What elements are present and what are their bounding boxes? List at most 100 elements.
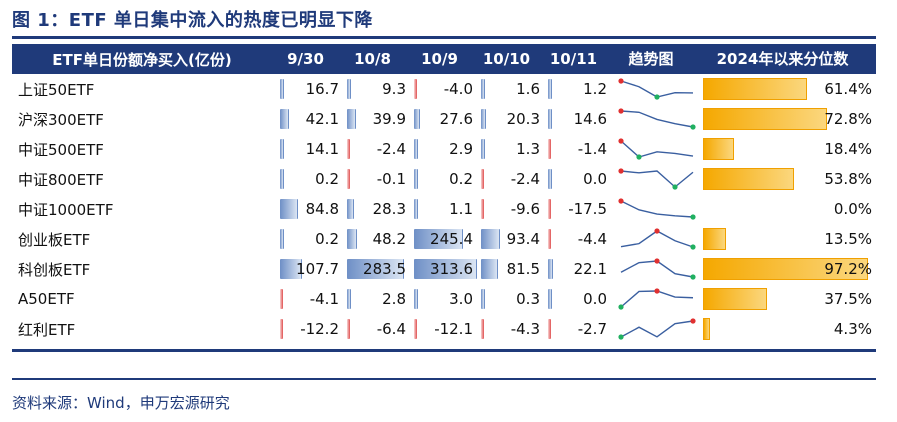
flow-value: 22.1 [573, 260, 607, 278]
percentile-value: 37.5% [824, 290, 872, 308]
negative-flow-bar [280, 319, 283, 339]
trend-sparkline [618, 138, 694, 160]
flow-cell: 22.1 [546, 254, 613, 284]
etf-name: 中证500ETF [18, 140, 104, 159]
trend-sparkline [618, 108, 696, 130]
flow-cell: -4.3 [479, 314, 546, 344]
flow-value: 42.1 [305, 110, 339, 128]
flow-value: 27.6 [439, 110, 473, 128]
etf-name: 上证50ETF [18, 80, 95, 99]
percentile-value: 61.4% [824, 80, 872, 98]
positive-flow-bar [414, 199, 418, 219]
etf-name: 红利ETF [18, 320, 76, 339]
etf-name: 沪深300ETF [18, 110, 104, 129]
table-body: 上证50ETF 16.7 9.3 -4.0 1.6 1.2 61.4% 沪深300ETF 42.… [12, 74, 876, 344]
positive-flow-bar [414, 259, 477, 279]
percentile-value: 72.8% [824, 110, 872, 128]
percentile-bar [703, 318, 711, 340]
figure-title: 图 1：ETF 单日集中流入的热度已明显下降 [12, 10, 373, 31]
flow-cell: -17.5 [546, 194, 613, 224]
table-header: ETF单日份额净买入(亿份) 9/30 10/8 10/9 10/10 10/1… [12, 44, 876, 74]
flow-value: 283.5 [363, 260, 406, 278]
sparkline-min-point [690, 244, 696, 250]
positive-flow-bar [347, 289, 351, 309]
positive-flow-bar [280, 79, 285, 99]
flow-value: -6.4 [376, 320, 406, 338]
etf-name: A50ETF [18, 290, 75, 308]
flow-cell: 48.2 [345, 224, 412, 254]
trend-sparkline [618, 198, 696, 220]
positive-flow-bar [414, 109, 421, 129]
flow-cell: 1.1 [412, 194, 479, 224]
positive-flow-bar [280, 139, 284, 159]
trend-sparkline [618, 288, 694, 310]
positive-flow-bar [481, 259, 499, 279]
source-rule [12, 378, 876, 380]
positive-flow-bar [548, 259, 554, 279]
flow-value: -9.6 [510, 200, 540, 218]
table-row: 中证800ETF 0.2 -0.1 0.2 -2.4 0.0 53.8% [12, 164, 876, 194]
table-row: 沪深300ETF 42.1 39.9 27.6 20.3 14.6 72.8% [12, 104, 876, 134]
positive-flow-bar [347, 199, 354, 219]
table-row: 创业板ETF 0.2 48.2 245.4 93.4 -4.4 13.5% [12, 224, 876, 254]
flow-cell: 28.3 [345, 194, 412, 224]
flow-cell: 0.3 [479, 284, 546, 314]
sparkline-max-point [618, 78, 624, 84]
percentile-cell: 37.5% [701, 284, 876, 314]
positive-flow-bar [481, 289, 485, 309]
flow-cell: -4.1 [278, 284, 345, 314]
flow-value: 16.7 [305, 80, 339, 98]
sparkline-max-point [690, 318, 696, 324]
flow-cell: 39.9 [345, 104, 412, 134]
percentile-cell: 61.4% [701, 74, 876, 104]
trend-cell [613, 74, 701, 104]
flow-cell: 0.0 [546, 284, 613, 314]
positive-flow-bar [280, 259, 303, 279]
flow-cell: -4.4 [546, 224, 613, 254]
flow-value: 1.2 [583, 80, 607, 98]
sparkline-min-point [618, 334, 624, 340]
percentile-bar [703, 228, 726, 250]
positive-flow-bar [280, 229, 284, 249]
flow-cell: 0.2 [278, 164, 345, 194]
flow-value: 48.2 [372, 230, 406, 248]
table-row: 科创板ETF 107.7 283.5 313.6 81.5 22.1 97.2% [12, 254, 876, 284]
flow-value: 107.7 [296, 260, 339, 278]
header-etf-name: ETF单日份额净买入(亿份) [52, 50, 232, 69]
flow-value: 14.6 [573, 110, 607, 128]
positive-flow-bar [548, 169, 552, 189]
percentile-value: 53.8% [824, 170, 872, 188]
flow-cell: -2.4 [479, 164, 546, 194]
positive-flow-bar [481, 229, 501, 249]
bottom-rule [12, 349, 876, 352]
trend-sparkline [620, 228, 696, 250]
positive-flow-bar [481, 109, 486, 129]
flow-value: -12.1 [434, 320, 473, 338]
flow-value: 0.2 [449, 170, 473, 188]
negative-flow-bar [548, 199, 552, 219]
flow-value: 2.9 [449, 140, 473, 158]
etf-name: 科创板ETF [18, 260, 91, 279]
negative-flow-bar [481, 319, 484, 339]
negative-flow-bar [548, 319, 551, 339]
flow-value: -1.4 [577, 140, 607, 158]
negative-flow-bar [280, 289, 283, 309]
sparkline-min-point [690, 214, 696, 220]
flow-value: -4.3 [510, 320, 540, 338]
etf-flow-table: ETF单日份额净买入(亿份) 9/30 10/8 10/9 10/10 10/1… [12, 44, 876, 344]
header-percentile: 2024年以来分位数 [716, 50, 849, 68]
flow-value: 81.5 [506, 260, 540, 278]
percentile-value: 18.4% [824, 140, 872, 158]
percentile-cell: 18.4% [701, 134, 876, 164]
flow-value: 1.1 [449, 200, 473, 218]
flow-cell: -6.4 [345, 314, 412, 344]
flow-cell: 1.3 [479, 134, 546, 164]
table-row: 上证50ETF 16.7 9.3 -4.0 1.6 1.2 61.4% [12, 74, 876, 104]
trend-cell [613, 104, 701, 134]
trend-cell [613, 314, 701, 344]
flow-cell: 20.3 [479, 104, 546, 134]
header-date-0930: 9/30 [287, 50, 324, 68]
flow-value: 0.2 [315, 170, 339, 188]
percentile-cell: 72.8% [701, 104, 876, 134]
sparkline-max-point [618, 168, 624, 174]
